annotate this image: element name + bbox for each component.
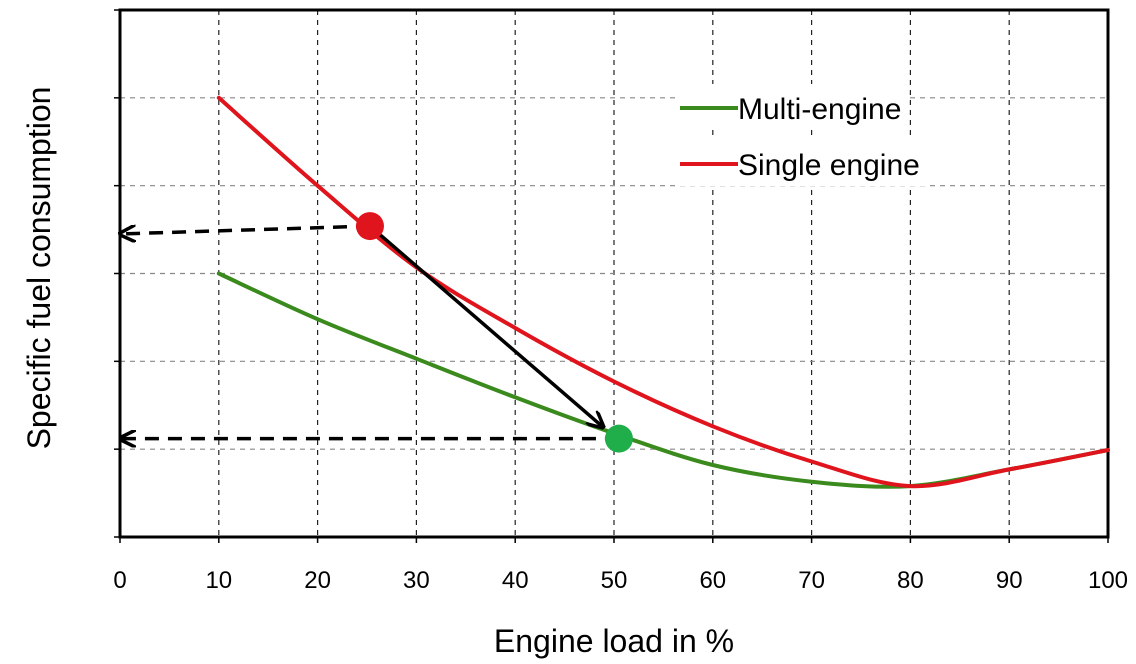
legend-label: Multi-engine [738, 93, 901, 126]
x-tick-label: 0 [113, 567, 126, 594]
dashed-arrow [120, 224, 371, 234]
x-axis-label: Engine load in % [494, 623, 734, 659]
legend: Multi-engine Single engine [676, 84, 928, 186]
x-tick-label: 20 [304, 567, 331, 594]
x-tick-label: 30 [403, 567, 430, 594]
grid [120, 10, 1108, 537]
y-axis-label: Specific fuel consumption [21, 87, 57, 450]
operating-point-marker [355, 212, 384, 241]
x-tick-label: 60 [699, 567, 726, 594]
legend-label: Single engine [738, 149, 920, 182]
x-tick-label: 40 [502, 567, 529, 594]
series-line-single-engine [216, 95, 1110, 489]
x-tick-label: 90 [996, 567, 1023, 594]
x-tick-label: 80 [897, 567, 924, 594]
operating-point-marker [604, 424, 633, 453]
x-tick-labels: 0 10 20 30 40 50 60 70 80 90 100 [113, 537, 1128, 594]
series-lines [216, 95, 1110, 489]
x-tick-label: 10 [205, 567, 232, 594]
x-tick-label: 100 [1088, 567, 1128, 594]
y-ticks [114, 9, 120, 538]
x-tick-label: 50 [601, 567, 628, 594]
x-tick-label: 70 [798, 567, 825, 594]
series-line-multi-engine [216, 271, 1110, 489]
solid-arrow [368, 224, 603, 427]
annotations [120, 212, 633, 453]
